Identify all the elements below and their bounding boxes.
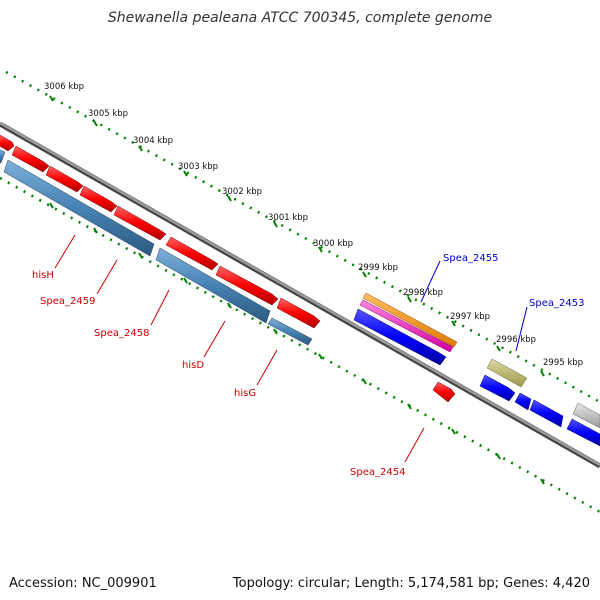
gene-label-hisD: hisD [182, 360, 204, 371]
feature-magenta-spea2455[interactable] [359, 299, 454, 353]
gene-red-2[interactable] [11, 145, 50, 173]
ruler-label-2996: 2996 kbp [496, 335, 536, 345]
ruler-label-2995: 2995 kbp [543, 358, 583, 368]
gene-label-spea2458: Spea_2458 [94, 328, 149, 339]
gene-red-spea2454[interactable] [432, 381, 456, 403]
page-title: Shewanella pealeana ATCC 700345, complet… [108, 10, 492, 26]
feature-olive-spea2453[interactable] [486, 358, 528, 388]
ruler-label-2999: 2999 kbp [358, 263, 398, 273]
gene-red-hisG[interactable] [276, 297, 321, 329]
outer-ruler-ticks [49, 95, 545, 377]
ruler-label-3005: 3005 kbp [88, 109, 128, 119]
gene-blue-1[interactable] [353, 308, 447, 366]
gene-red-4[interactable] [79, 185, 118, 213]
inner-ruler-ticks [49, 202, 545, 485]
red-cds-group [0, 134, 321, 329]
gene-steel-1[interactable] [0, 149, 6, 164]
gene-red-hisD[interactable] [215, 265, 279, 306]
genome-backbone [0, 121, 600, 467]
gene-label-spea2459: Spea_2459 [40, 296, 95, 307]
ruler-label-2997: 2997 kbp [450, 312, 490, 322]
right-features [353, 292, 600, 447]
feature-orange-spea2455[interactable] [362, 292, 458, 348]
gene-red-3[interactable] [45, 165, 84, 193]
feature-gray-1[interactable] [572, 402, 600, 429]
ruler-label-3000: 3000 kbp [313, 239, 353, 249]
gene-steel-hisD[interactable] [267, 317, 313, 346]
accession-text: Accession: NC_009901 [9, 576, 157, 591]
ruler-label-3003: 3003 kbp [178, 162, 218, 172]
ruler-label-3002: 3002 kbp [222, 187, 262, 197]
ruler-label-2998: 2998 kbp [403, 288, 443, 298]
red-label-connectors [54, 234, 425, 463]
blue-label-connectors [420, 260, 528, 352]
genome-summary-text: Topology: circular; Length: 5,174,581 bp… [232, 576, 590, 591]
gene-red-hisH[interactable] [113, 205, 167, 241]
ruler-label-3006: 3006 kbp [44, 82, 84, 92]
gene-blue-5[interactable] [566, 418, 600, 447]
gene-blue-4[interactable] [529, 399, 564, 428]
gene-steel-spea2459[interactable] [3, 159, 155, 257]
ruler-label-3001: 3001 kbp [268, 213, 308, 223]
gene-label-hisH: hisH [32, 270, 54, 281]
gene-red-spea2458[interactable] [165, 236, 219, 271]
gene-label-spea2453: Spea_2453 [529, 298, 584, 309]
steel-cds-group [0, 149, 313, 346]
gene-red-1[interactable] [0, 134, 15, 152]
gene-blue-2[interactable] [479, 374, 516, 402]
gene-label-spea2454: Spea_2454 [350, 467, 405, 478]
gene-label-hisG: hisG [234, 388, 256, 399]
ruler-label-3004: 3004 kbp [133, 136, 173, 146]
gene-label-spea2455: Spea_2455 [443, 253, 498, 264]
gene-blue-3[interactable] [514, 392, 532, 411]
gene-steel-spea2458[interactable] [155, 247, 271, 324]
inner-ruler-track [0, 176, 600, 514]
